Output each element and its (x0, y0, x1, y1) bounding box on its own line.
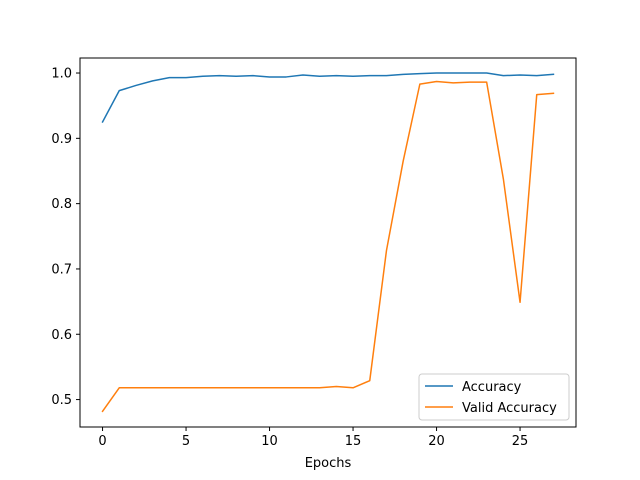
legend: Accuracy Valid Accuracy (418, 373, 570, 421)
x-tick-label: 15 (345, 434, 362, 449)
x-tick-label: 25 (512, 434, 529, 449)
plot-frame (79, 57, 577, 428)
x-axis-ticks: 0 5 10 15 20 25 (98, 427, 528, 449)
y-tick-label: 0.6 (51, 328, 72, 343)
x-tick-label: 5 (182, 434, 190, 449)
x-tick-label: 10 (261, 434, 278, 449)
series-line-valid-accuracy (101, 80, 555, 413)
legend-label-valid-accuracy: Valid Accuracy (462, 401, 557, 416)
y-tick-label: 0.7 (51, 262, 72, 277)
legend-box (418, 373, 570, 421)
x-axis-label: Epochs (305, 456, 352, 471)
legend-label-accuracy: Accuracy (462, 380, 522, 395)
plot-marks (101, 72, 555, 413)
y-tick-label: 0.8 (51, 197, 72, 212)
series-line-accuracy (101, 72, 555, 124)
x-tick-label: 20 (428, 434, 445, 449)
x-tick-label: 0 (98, 434, 106, 449)
y-axis-ticks: 0.5 0.6 0.7 0.8 0.9 1.0 (51, 67, 80, 408)
y-tick-label: 0.9 (51, 132, 72, 147)
y-tick-label: 0.5 (51, 393, 72, 408)
y-tick-label: 1.0 (51, 67, 72, 82)
